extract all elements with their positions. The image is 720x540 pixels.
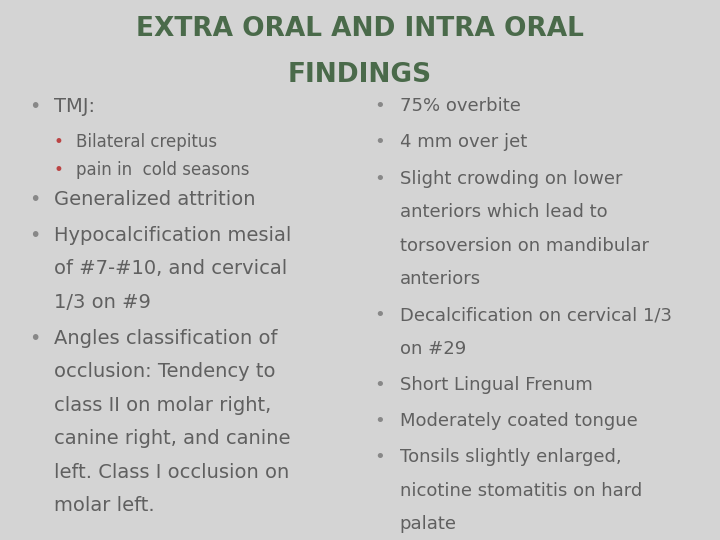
Text: 4 mm over jet: 4 mm over jet — [400, 133, 527, 151]
Text: •: • — [29, 226, 40, 245]
Text: Slight crowding on lower: Slight crowding on lower — [400, 170, 622, 187]
Text: Bilateral crepitus: Bilateral crepitus — [76, 133, 217, 151]
Text: Hypocalcification mesial: Hypocalcification mesial — [54, 226, 292, 245]
Text: of #7-#10, and cervical: of #7-#10, and cervical — [54, 259, 287, 278]
Text: left. Class I occlusion on: left. Class I occlusion on — [54, 463, 289, 482]
Text: Decalcification on cervical 1/3: Decalcification on cervical 1/3 — [400, 306, 672, 324]
Text: 1/3 on #9: 1/3 on #9 — [54, 293, 151, 312]
Text: •: • — [29, 190, 40, 208]
Text: •: • — [374, 306, 385, 324]
Text: •: • — [374, 412, 385, 430]
Text: palate: palate — [400, 515, 456, 533]
Text: anteriors which lead to: anteriors which lead to — [400, 203, 607, 221]
Text: Tonsils slightly enlarged,: Tonsils slightly enlarged, — [400, 448, 621, 466]
Text: molar left.: molar left. — [54, 496, 155, 515]
Text: 75% overbite: 75% overbite — [400, 97, 521, 115]
Text: Angles classification of: Angles classification of — [54, 329, 277, 348]
Text: •: • — [54, 133, 64, 151]
Text: EXTRA ORAL AND INTRA ORAL: EXTRA ORAL AND INTRA ORAL — [136, 16, 584, 42]
Text: nicotine stomatitis on hard: nicotine stomatitis on hard — [400, 482, 642, 500]
Text: •: • — [374, 133, 385, 151]
Text: Short Lingual Frenum: Short Lingual Frenum — [400, 376, 593, 394]
Text: •: • — [29, 97, 40, 116]
Text: TMJ:: TMJ: — [54, 97, 95, 116]
Text: Generalized attrition: Generalized attrition — [54, 190, 256, 208]
Text: •: • — [29, 329, 40, 348]
Text: torsoversion on mandibular: torsoversion on mandibular — [400, 237, 649, 254]
Text: pain in  cold seasons: pain in cold seasons — [76, 161, 249, 179]
Text: •: • — [374, 448, 385, 466]
Text: on #29: on #29 — [400, 340, 466, 357]
Text: canine right, and canine: canine right, and canine — [54, 429, 290, 448]
Text: •: • — [374, 97, 385, 115]
Text: FINDINGS: FINDINGS — [288, 62, 432, 88]
Text: class II on molar right,: class II on molar right, — [54, 396, 271, 415]
Text: •: • — [374, 376, 385, 394]
Text: Moderately coated tongue: Moderately coated tongue — [400, 412, 637, 430]
Text: anteriors: anteriors — [400, 270, 481, 288]
Text: •: • — [374, 170, 385, 187]
Text: •: • — [54, 161, 64, 179]
Text: occlusion: Tendency to: occlusion: Tendency to — [54, 362, 276, 381]
